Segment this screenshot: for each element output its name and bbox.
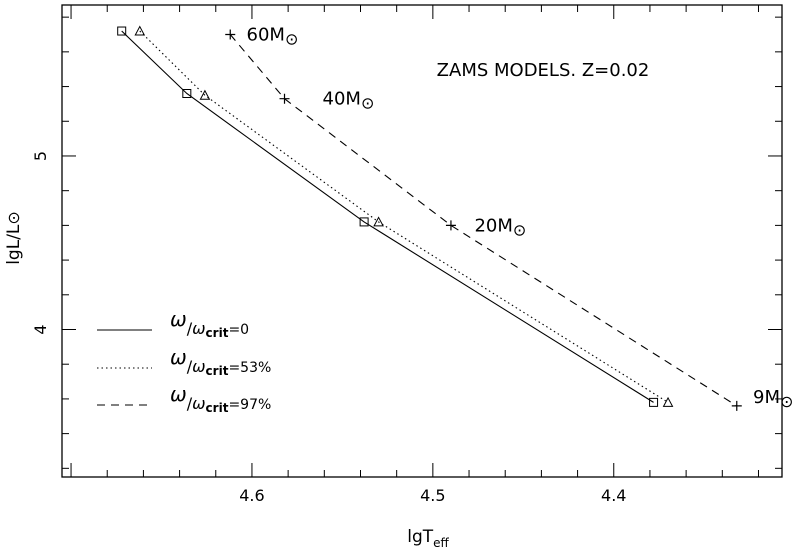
legend-omega: ω — [170, 307, 187, 331]
annotation-layer: 60M⊙40M⊙20M⊙9M⊙ — [247, 25, 794, 412]
x-axis-label-sub: eff — [433, 536, 449, 550]
legend: ω/ωcrit=0ω/ωcrit=53%ω/ωcrit=97% — [97, 307, 271, 415]
series-line-dashed — [229, 34, 738, 407]
mass-label-text: 9M — [753, 387, 780, 408]
mass-label-text: 20M — [474, 215, 512, 236]
mass-label-text: 40M — [323, 89, 361, 110]
y-tick-label: 5 — [31, 151, 50, 161]
legend-entry: ω/ωcrit=97% — [170, 382, 271, 415]
sun-symbol: ⊙ — [513, 220, 526, 239]
legend-entry: ω/ωcrit=53% — [170, 345, 271, 378]
legend-sub: crit — [206, 364, 229, 378]
data-point-triangle — [199, 89, 211, 100]
sun-symbol: ⊙ — [285, 30, 298, 49]
legend-omega-small: ω — [192, 357, 205, 376]
legend-omega: ω — [170, 382, 187, 406]
legend-slash: / — [187, 357, 193, 376]
legend-omega: ω — [170, 345, 187, 369]
sun-symbol: ⊙ — [361, 94, 374, 113]
mass-label: 9M⊙ — [753, 387, 793, 411]
series-line-solid — [121, 30, 654, 403]
mass-label: 20M⊙ — [474, 215, 526, 239]
x-tick-label: 4.4 — [601, 486, 626, 505]
data-point-square — [649, 397, 659, 407]
data-point-square — [182, 89, 192, 98]
legend-slash: / — [187, 394, 193, 413]
series-1 — [134, 25, 674, 407]
legend-omega-small: ω — [192, 319, 205, 338]
sun-symbol: ⊙ — [780, 392, 793, 411]
mass-label-text: 60M — [247, 25, 285, 46]
legend-entry: ω/ωcrit=0 — [170, 307, 249, 340]
legend-value: =97% — [228, 397, 271, 413]
legend-omega-small: ω — [192, 394, 205, 413]
data-point-square — [359, 217, 369, 227]
plot-frame — [61, 4, 783, 478]
chart-title: ZAMS MODELS. Z=0.02 — [437, 60, 650, 81]
data-point-plus — [445, 220, 456, 231]
plot-border — [61, 4, 783, 478]
legend-sub: crit — [206, 326, 229, 340]
x-axis-label-main: lgT — [407, 527, 434, 547]
mass-label: 40M⊙ — [323, 89, 375, 113]
legend-value: =0 — [228, 322, 249, 338]
y-axis-label-symbol: ⊙ — [4, 211, 23, 224]
series-0 — [117, 26, 659, 407]
data-point-plus — [731, 400, 742, 411]
data-point-plus — [225, 29, 236, 40]
data-point-square — [117, 26, 127, 36]
data-point-triangle — [134, 25, 146, 36]
data-point-triangle — [662, 396, 674, 407]
x-tick-label: 4.6 — [239, 486, 264, 505]
legend-sub: crit — [206, 401, 229, 415]
data-point-plus — [279, 93, 290, 104]
legend-slash: / — [187, 319, 193, 338]
y-axis-label: lgL/L⊙ — [4, 211, 24, 265]
x-tick-label: 4.5 — [420, 486, 445, 505]
data-point-triangle — [373, 216, 384, 227]
series-layer — [117, 25, 742, 411]
mass-label: 60M⊙ — [247, 25, 299, 49]
series-line-dotted — [139, 30, 669, 403]
y-axis-label-main: lgL/L — [4, 224, 24, 265]
y-tick-label: 4 — [31, 324, 50, 334]
series-2 — [225, 29, 742, 411]
legend-value: =53% — [228, 360, 271, 376]
axis-ticks: 4.6 4.5 4.4 4 5 — [31, 5, 782, 505]
x-axis-label: lgTeff — [407, 527, 449, 550]
